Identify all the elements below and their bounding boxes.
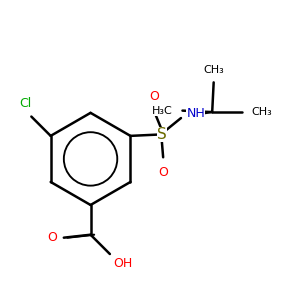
- Text: OH: OH: [113, 257, 132, 270]
- Text: O: O: [47, 231, 57, 244]
- Text: CH₃: CH₃: [251, 107, 272, 117]
- Text: CH₃: CH₃: [203, 65, 224, 75]
- Text: O: O: [158, 166, 168, 178]
- Text: NH: NH: [186, 107, 205, 120]
- Text: O: O: [149, 90, 159, 103]
- Text: H₃C: H₃C: [152, 106, 173, 116]
- Text: S: S: [157, 127, 166, 142]
- Text: Cl: Cl: [19, 97, 32, 110]
